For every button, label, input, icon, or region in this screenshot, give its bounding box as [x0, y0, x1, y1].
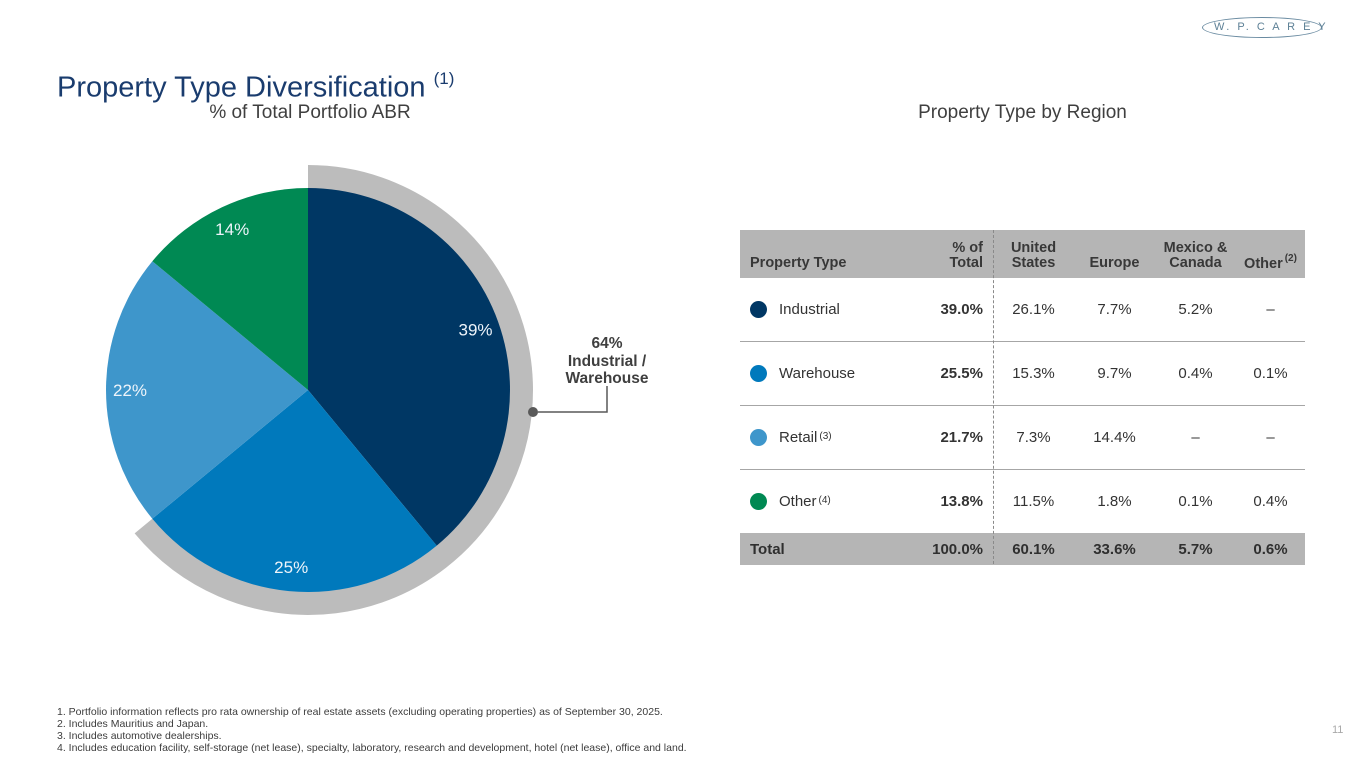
- page-title: Property Type Diversification (1): [57, 69, 455, 105]
- pie-annotation: 64% Industrial / Warehouse: [528, 335, 649, 417]
- annotation-dot: [528, 407, 538, 417]
- other-legend-dot: [750, 493, 767, 510]
- cell-us: 7.3%: [1016, 429, 1051, 446]
- pie-slice-industrial: [308, 188, 510, 546]
- page-title-text: Property Type Diversification: [57, 72, 426, 105]
- other-footnote-ref: (4): [818, 495, 831, 506]
- header-europe: Europe: [1089, 255, 1140, 272]
- total-other: 0.6%: [1253, 540, 1288, 558]
- cell-pct-total: 25.5%: [940, 365, 983, 382]
- row-label: Retail: [779, 429, 818, 446]
- table-row-industrial: Industrial 39.0% 26.1% 7.7% 5.2% –: [740, 278, 1305, 342]
- header-united-states: United States: [1010, 239, 1057, 272]
- highlight-arc-64pct: [134, 165, 533, 615]
- cell-mexico-canada: 0.1%: [1178, 493, 1213, 510]
- pie-slice-warehouse: [152, 390, 437, 592]
- total-pct: 100.0%: [932, 540, 983, 558]
- cell-mexico-canada: 0.4%: [1178, 365, 1213, 382]
- cell-other: 0.4%: [1253, 493, 1288, 510]
- abr-pie-chart: 39% 25% 22% 14% 64% Industrial / Warehouse: [106, 165, 649, 615]
- header-mexico-canada: Mexico & Canada: [1163, 239, 1228, 272]
- annotation-connector-line: [538, 386, 608, 413]
- page-title-footnote-ref: (1): [433, 69, 455, 89]
- pie-slice-retail: [106, 261, 308, 519]
- cell-us: 26.1%: [1012, 301, 1055, 318]
- pie-chart-title: % of Total Portfolio ABR: [209, 102, 411, 123]
- row-label: Other: [779, 493, 817, 510]
- cell-other: –: [1266, 429, 1275, 446]
- annotation-line-3: Warehouse: [566, 370, 649, 387]
- pie-label-retail: 22%: [113, 381, 147, 400]
- footnote-3: 3. Includes automotive dealerships.: [57, 729, 222, 742]
- footnote-4: 4. Includes education facility, self-sto…: [57, 741, 687, 754]
- annotation-line-1: 64%: [591, 335, 622, 352]
- cell-us: 11.5%: [1012, 493, 1055, 510]
- cell-europe: 9.7%: [1097, 365, 1132, 382]
- cell-other: –: [1266, 301, 1275, 318]
- cell-pct-total: 21.7%: [940, 429, 983, 446]
- cell-mexico-canada: –: [1191, 429, 1200, 446]
- total-mexico-canada: 5.7%: [1178, 540, 1213, 558]
- table-row-retail: Retail (3) 21.7% 7.3% 14.4% – –: [740, 406, 1305, 470]
- cell-europe: 1.8%: [1097, 493, 1132, 510]
- wp-carey-logo: W. P. C A R E Y: [1202, 17, 1326, 38]
- table-dashed-divider: [993, 230, 994, 564]
- header-other: Other (2): [1244, 252, 1297, 272]
- row-label: Warehouse: [779, 365, 856, 382]
- retail-legend-dot: [750, 429, 767, 446]
- total-europe: 33.6%: [1093, 540, 1136, 558]
- pie-slices-group: 39% 25% 22% 14%: [106, 165, 533, 615]
- region-table-title: Property Type by Region: [918, 102, 1127, 123]
- warehouse-legend-dot: [750, 365, 767, 382]
- retail-footnote-ref: (3): [819, 431, 832, 442]
- pie-label-warehouse: 25%: [274, 558, 308, 577]
- footnotes: 1. Portfolio information reflects pro ra…: [57, 706, 1007, 755]
- cell-pct-total: 39.0%: [940, 301, 983, 318]
- pie-label-other: 14%: [215, 220, 249, 239]
- header-property-type: Property Type: [750, 255, 847, 272]
- table-row-other: Other (4) 13.8% 11.5% 1.8% 0.1% 0.4%: [740, 470, 1305, 533]
- total-label: Total: [750, 540, 785, 558]
- cell-mexico-canada: 5.2%: [1178, 301, 1213, 318]
- footnote-2: 2. Includes Mauritius and Japan.: [57, 717, 209, 730]
- cell-us: 15.3%: [1012, 365, 1055, 382]
- table-row-warehouse: Warehouse 25.5% 15.3% 9.7% 0.4% 0.1%: [740, 342, 1305, 406]
- cell-europe: 14.4%: [1093, 429, 1136, 446]
- annotation-line-2: Industrial /: [568, 353, 647, 370]
- cell-europe: 7.7%: [1097, 301, 1132, 318]
- row-label: Industrial: [779, 301, 840, 318]
- table-total-row: Total 100.0% 60.1% 33.6% 5.7% 0.6%: [740, 533, 1305, 565]
- industrial-legend-dot: [750, 301, 767, 318]
- footnote-1: 1. Portfolio information reflects pro ra…: [57, 706, 663, 718]
- header-other-footnote-ref: (2): [1284, 252, 1297, 264]
- header-pct-total: % of Total: [949, 239, 983, 272]
- total-us: 60.1%: [1012, 540, 1055, 558]
- cell-pct-total: 13.8%: [940, 493, 983, 510]
- pie-slice-other: [152, 188, 308, 390]
- pie-label-industrial: 39%: [458, 321, 492, 340]
- table-header-row: Property Type % of Total United States E…: [740, 230, 1305, 278]
- cell-other: 0.1%: [1253, 365, 1288, 382]
- page-number: 11: [1332, 724, 1344, 736]
- region-table: Property Type % of Total United States E…: [740, 230, 1305, 565]
